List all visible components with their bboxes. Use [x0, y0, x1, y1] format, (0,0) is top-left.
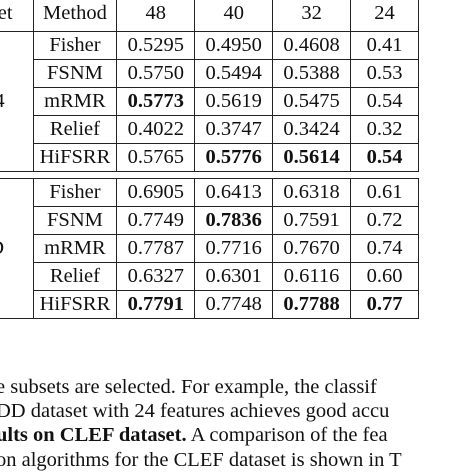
body-text-line-4: on algorithms for the CLEF dataset is sh…: [0, 449, 402, 471]
table-row: HiFSRR 0.7791 0.7748 0.7788 0.77: [0, 290, 419, 319]
value-cell: 0.6318: [272, 178, 352, 207]
value-cell: 0.7836: [194, 206, 274, 235]
value-cell: 0.6116: [272, 262, 352, 291]
value-cell: 0.6905: [116, 178, 196, 207]
value-cell: 0.7787: [116, 234, 196, 263]
table-row: Relief 0.6327 0.6301 0.6116 0.60: [0, 262, 419, 291]
header-40: 40: [194, 0, 274, 32]
value-cell: 0.61: [350, 178, 419, 207]
value-cell: 0.32: [350, 115, 419, 144]
value-cell: 0.5295: [116, 31, 196, 60]
value-cell: 0.5475: [272, 87, 352, 116]
table-row: mRMR 0.5773 0.5619 0.5475 0.54: [0, 87, 419, 116]
value-cell: 0.72: [350, 206, 419, 235]
method-cell: HiFSRR: [32, 290, 118, 319]
header-dataset: ataset: [0, 0, 34, 32]
results-table: ataset Method 48 40 32 24 194Fisher0.529…: [0, 0, 419, 319]
value-cell: 0.7748: [194, 290, 274, 319]
value-cell: 0.5388: [272, 59, 352, 88]
body-text-line-3: ults on CLEF dataset. A comparison of th…: [0, 424, 474, 447]
value-cell: 0.5619: [194, 87, 274, 116]
method-cell: HiFSRR: [32, 143, 118, 172]
header-24: 24: [350, 0, 419, 32]
dataset-cell: 194: [0, 31, 34, 172]
table-row: HiFSRR 0.5765 0.5776 0.5614 0.54: [0, 143, 419, 172]
table-row: FSNM 0.5750 0.5494 0.5388 0.53: [0, 59, 419, 88]
value-cell: 0.7788: [272, 290, 352, 319]
value-cell: 0.41: [350, 31, 419, 60]
header-method: Method: [32, 0, 118, 32]
table-row: FSNM 0.7749 0.7836 0.7591 0.72: [0, 206, 419, 235]
best-value: 0.7788: [283, 293, 340, 316]
value-cell: 0.5614: [272, 143, 352, 172]
best-value: 0.77: [366, 293, 403, 316]
table-row: Relief 0.4022 0.3747 0.3424 0.32: [0, 115, 419, 144]
method-cell: mRMR: [32, 234, 118, 263]
best-value: 0.5773: [127, 90, 184, 113]
method-cell: Relief: [32, 115, 118, 144]
value-cell: 0.77: [350, 290, 419, 319]
value-cell: 0.5773: [116, 87, 196, 116]
value-cell: 0.54: [350, 143, 419, 172]
header-32: 32: [272, 0, 352, 32]
value-cell: 0.4022: [116, 115, 196, 144]
value-cell: 0.7791: [116, 290, 196, 319]
method-cell: mRMR: [32, 87, 118, 116]
value-cell: 0.74: [350, 234, 419, 263]
value-cell: 0.5765: [116, 143, 196, 172]
value-cell: 0.5776: [194, 143, 274, 172]
body-text-line-1: e subsets are selected. For example, the…: [0, 376, 377, 398]
method-cell: Relief: [32, 262, 118, 291]
value-cell: 0.7716: [194, 234, 274, 263]
best-value: 0.7791: [127, 293, 184, 316]
value-cell: 0.60: [350, 262, 419, 291]
value-cell: 0.54: [350, 87, 419, 116]
table-header-row: ataset Method 48 40 32 24: [0, 0, 419, 32]
value-cell: 0.6327: [116, 262, 196, 291]
best-value: 0.54: [366, 146, 403, 169]
dataset-cell: DD: [0, 178, 34, 319]
value-cell: 0.3747: [194, 115, 274, 144]
value-cell: 0.7749: [116, 206, 196, 235]
value-cell: 0.5750: [116, 59, 196, 88]
best-value: 0.7836: [205, 209, 262, 232]
value-cell: 0.7591: [272, 206, 352, 235]
section-heading: ults on CLEF dataset.: [0, 424, 187, 446]
body-text-line-3-rest: A comparison of the fea: [186, 424, 388, 446]
body-text-line-2: DD dataset with 24 features achieves goo…: [0, 400, 390, 422]
value-cell: 0.4950: [194, 31, 274, 60]
best-value: 0.5614: [283, 146, 340, 169]
value-cell: 0.7670: [272, 234, 352, 263]
method-cell: Fisher: [32, 31, 118, 60]
value-cell: 0.53: [350, 59, 419, 88]
value-cell: 0.3424: [272, 115, 352, 144]
value-cell: 0.4608: [272, 31, 352, 60]
table-row: mRMR 0.7787 0.7716 0.7670 0.74: [0, 234, 419, 263]
best-value: 0.5776: [205, 146, 262, 169]
value-cell: 0.5494: [194, 59, 274, 88]
method-cell: FSNM: [32, 206, 118, 235]
value-cell: 0.6301: [194, 262, 274, 291]
value-cell: 0.6413: [194, 178, 274, 207]
header-48: 48: [116, 0, 196, 32]
method-cell: FSNM: [32, 59, 118, 88]
method-cell: Fisher: [32, 178, 118, 207]
group-separator: [0, 171, 419, 179]
